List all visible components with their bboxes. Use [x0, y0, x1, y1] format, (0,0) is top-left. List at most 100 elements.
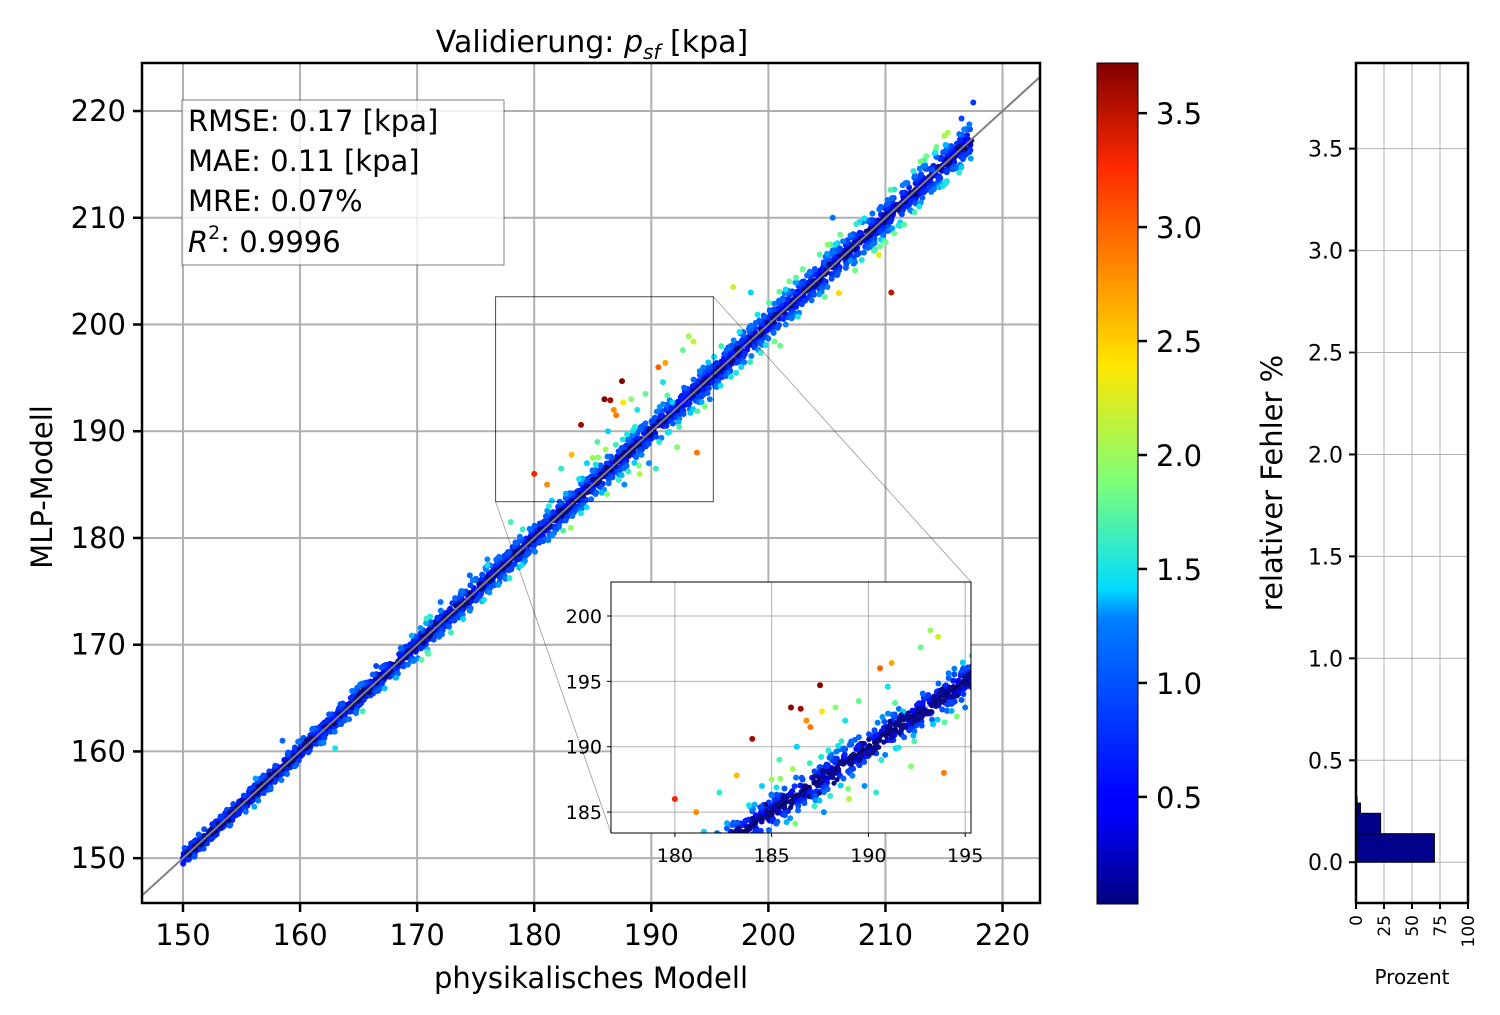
scatter-point — [619, 436, 626, 443]
inset-scatter-point — [887, 721, 893, 727]
scatter-point — [381, 685, 388, 692]
scatter-point — [251, 803, 258, 810]
scatter-point — [549, 532, 556, 539]
scatter-point — [267, 786, 274, 793]
scatter-point — [558, 465, 565, 472]
scatter-point — [604, 491, 611, 498]
scatter-point — [496, 553, 503, 560]
scatter-point — [466, 572, 473, 579]
scatter-point — [295, 738, 302, 745]
x-tick-label: 180 — [507, 918, 562, 952]
scatter-point — [730, 337, 737, 344]
scatter-point — [458, 588, 465, 595]
inset-scatter-point — [787, 815, 794, 822]
scatter-point — [430, 636, 437, 643]
inset-scatter-point — [961, 674, 968, 680]
inset-scatter-point — [898, 712, 904, 718]
inset-scatter-point — [959, 659, 966, 666]
scatter-point — [832, 241, 839, 248]
y-tick-label: 150 — [71, 841, 126, 875]
inset-scatter-point — [795, 807, 802, 814]
scatter-point — [349, 687, 356, 694]
scatter-point — [531, 548, 538, 555]
scatter-point — [628, 432, 635, 439]
scatter-point — [740, 353, 747, 360]
colorbar-tick-label: 0.5 — [1156, 781, 1202, 815]
inset-scatter-point — [793, 743, 800, 750]
scatter-point — [460, 616, 467, 623]
scatter-point — [918, 171, 925, 178]
inset-scatter-point — [941, 719, 948, 726]
scatter-point — [705, 359, 712, 366]
y-axis-label: MLP-Modell — [25, 405, 59, 569]
scatter-point — [860, 249, 867, 256]
inset-scatter-point — [818, 753, 825, 760]
scatter-point — [242, 808, 249, 815]
inset-scatter-point — [902, 715, 908, 721]
axis-ticks: 150 160 170 180 190 200 210 220 150 160 170 180 190 2… — [71, 94, 1031, 952]
zoom-connector-line — [495, 501, 612, 834]
error-histogram: 0 25 50 75 100 0.0 0.5 1.0 1.5 2.0 2.5 3.0 3.5 Proze… — [1308, 61, 1479, 989]
scatter-point — [346, 716, 353, 723]
histogram-bar — [1355, 833, 1435, 863]
inset-scatter-point — [861, 782, 868, 789]
zoom-inset: 180 185 190 195 185 190 195 200 — [566, 581, 983, 867]
scatter-point — [589, 468, 596, 475]
colorbar-tick-label: 1.0 — [1156, 667, 1202, 701]
histogram-x-tick-label: 0 — [1347, 915, 1367, 926]
y-tick-label: 180 — [71, 521, 126, 555]
inset-scatter-point — [877, 665, 884, 672]
scatter-point — [930, 186, 937, 193]
scatter-point — [876, 206, 883, 213]
scatter-point — [776, 288, 783, 295]
stat-mre: MRE: 0.07% — [188, 184, 363, 218]
scatter-point — [530, 542, 537, 549]
inset-scatter-point — [953, 713, 960, 720]
scatter-point — [445, 623, 452, 630]
inset-scatter-point — [791, 783, 798, 790]
inset-scatter-point — [850, 765, 857, 772]
x-tick-label: 210 — [858, 918, 913, 952]
colorbar-tick-label: 3.0 — [1156, 211, 1202, 245]
inset-scatter-point — [834, 777, 840, 783]
inset-scatter-point — [919, 690, 926, 697]
scatter-point — [226, 818, 232, 824]
inset-scatter-point — [788, 704, 794, 711]
inset-scatter-point — [948, 707, 955, 714]
x-axis-label: physikalisches Modell — [434, 961, 748, 995]
scatter-point — [664, 392, 671, 399]
inset-scatter-point — [962, 704, 969, 711]
inset-scatter-point — [873, 789, 880, 796]
inset-scatter-point — [773, 791, 780, 798]
inset-scatter-point — [788, 804, 794, 810]
scatter-point — [887, 186, 894, 193]
inset-scatter-point — [745, 824, 751, 830]
inset-scatter-point — [918, 722, 925, 729]
inset-scatter-point — [848, 761, 855, 767]
stat-r2: R2: 0.9996 — [188, 222, 341, 259]
scatter-point — [638, 451, 645, 458]
scatter-point — [656, 403, 663, 410]
inset-scatter-point — [933, 703, 939, 709]
scatter-point — [577, 510, 584, 517]
scatter-point — [736, 328, 743, 335]
inset-scatter-point — [816, 790, 822, 796]
inset-scatter-point — [951, 671, 958, 678]
x-tick-label: 170 — [389, 918, 444, 952]
inset-scatter-point — [825, 747, 832, 754]
scatter-point — [662, 359, 669, 366]
inset-scatter-point — [820, 809, 827, 816]
scatter-point — [826, 261, 832, 267]
inset-scatter-point — [845, 785, 852, 792]
inset-scatter-point — [671, 796, 678, 803]
inset-scatter-point — [768, 792, 775, 799]
scatter-point — [884, 196, 891, 203]
inset-scatter-point — [797, 705, 804, 712]
x-tick-label: 220 — [975, 918, 1030, 952]
scatter-point — [604, 453, 611, 460]
scatter-point — [685, 333, 692, 340]
inset-scatter-point — [816, 797, 823, 804]
scatter-point — [278, 777, 285, 784]
stats-box-frame — [181, 99, 505, 266]
scatter-point — [916, 203, 923, 210]
